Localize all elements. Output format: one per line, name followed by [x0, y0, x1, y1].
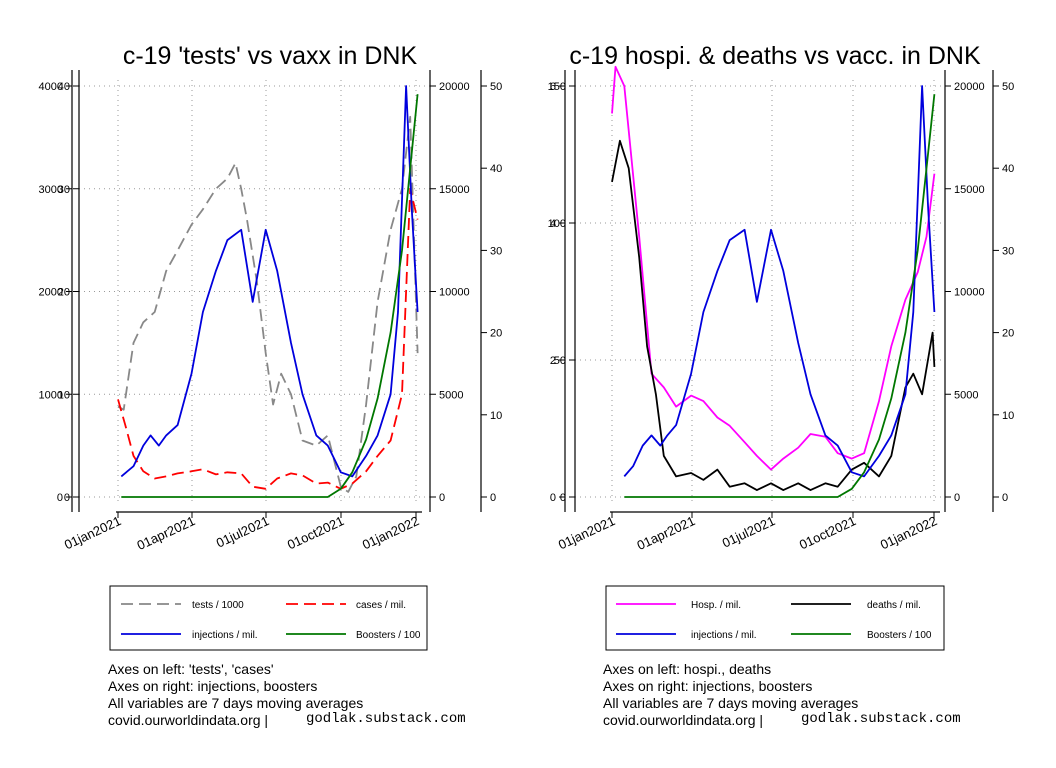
- legend-box: [109, 585, 428, 651]
- y-tick-label: 0: [57, 492, 63, 504]
- legend-box: [605, 585, 945, 651]
- note-right-axes-left: Axes on left: hospi., deaths: [603, 661, 771, 677]
- note-right-substack: godlak.substack.com: [801, 711, 961, 727]
- y-tick-label: 20: [58, 287, 70, 299]
- chart-title: c-19 hospi. & deaths vs vacc. in DNK: [569, 42, 981, 70]
- y-tick-label: 40: [1002, 163, 1014, 175]
- legend-label: injections / mil.: [691, 630, 757, 641]
- note-right-axes-right: Axes on right: injections, boosters: [603, 678, 812, 694]
- y-tick-label: 6: [550, 81, 556, 93]
- y-tick-label: 20: [490, 328, 502, 340]
- y-tick-label: 150: [548, 81, 566, 93]
- y-tick-label: 20000: [954, 81, 985, 93]
- y-tick-label: 40: [490, 163, 502, 175]
- x-tick-label: 01jan2022: [878, 513, 939, 552]
- y-tick-label: 100: [548, 218, 566, 230]
- y-tick-label: 10: [58, 389, 70, 401]
- y-tick-label: 10: [1002, 410, 1014, 422]
- x-tick-label: 01jan2021: [62, 513, 123, 552]
- y-tick-label: 20000: [439, 81, 470, 93]
- note-left-axes-right: Axes on right: injections, boosters: [108, 678, 317, 694]
- y-tick-label: 15000: [954, 184, 985, 196]
- legend-label: Boosters / 100: [867, 630, 932, 641]
- legend-label: injections / mil.: [192, 630, 258, 641]
- y-tick-label: 50: [1002, 81, 1014, 93]
- note-left-axes-left: Axes on left: 'tests', 'cases': [108, 661, 274, 677]
- y-tick-label: 30: [1002, 245, 1014, 257]
- chart-panel-hospi-deaths: c-19 hospi. & deaths vs vacc. in DNK 0 2 4 6…: [548, 42, 1014, 651]
- y-tick-label: 10: [490, 410, 502, 422]
- y-tick-label: 2: [550, 355, 556, 367]
- y-tick-label: 50: [490, 81, 502, 93]
- y-tick-label: 4: [550, 218, 556, 230]
- series-line-hosp-mil-: [611, 65, 936, 471]
- y-tick-label: 0: [64, 492, 70, 504]
- chart-title: c-19 'tests' vs vaxx in DNK: [123, 42, 418, 70]
- legend-label: tests / 1000: [192, 600, 244, 611]
- y-tick-label: 15000: [439, 184, 470, 196]
- x-tick-label: 01jul2021: [720, 513, 777, 550]
- note-right-source: covid.ourworldindata.org |: [603, 712, 763, 728]
- y-tick-label: 1000: [39, 389, 63, 401]
- y-tick-label: 0: [560, 492, 566, 504]
- x-tick-label: 01jan2022: [360, 513, 421, 552]
- y-tick-label: 20: [1002, 328, 1014, 340]
- y-tick-label: 5000: [954, 389, 978, 401]
- series-line-tests-1000: [117, 115, 419, 493]
- x-tick-label: 01apr2021: [635, 513, 698, 553]
- y-tick-label: 0: [1002, 492, 1008, 504]
- note-left-source: covid.ourworldindata.org |: [108, 712, 268, 728]
- y-tick-label: 0: [954, 492, 960, 504]
- x-tick-label: 01oct2021: [797, 513, 858, 552]
- legend-label: Boosters / 100: [356, 630, 421, 641]
- y-tick-label: 5000: [439, 389, 463, 401]
- y-tick-label: 0: [490, 492, 496, 504]
- y-tick-label: 50: [554, 355, 566, 367]
- y-tick-label: 2000: [39, 287, 63, 299]
- series-line-injections-mil-: [623, 85, 936, 478]
- x-tick-label: 01apr2021: [135, 513, 198, 553]
- y-tick-label: 30: [490, 245, 502, 257]
- x-tick-label: 01oct2021: [285, 513, 346, 552]
- x-tick-label: 01jul2021: [214, 513, 271, 550]
- x-tick-label: 01jan2021: [556, 513, 617, 552]
- note-right-moving-avg: All variables are 7 days moving averages: [603, 695, 858, 711]
- y-tick-label: 10000: [439, 287, 470, 299]
- chart-panel-tests-vaxx: c-19 'tests' vs vaxx in DNK0100020003000…: [39, 42, 502, 651]
- y-tick-label: 40: [58, 81, 70, 93]
- series-line-boosters-100: [624, 94, 936, 498]
- note-left-moving-avg: All variables are 7 days moving averages: [108, 695, 363, 711]
- y-tick-label: 4000: [39, 81, 63, 93]
- series-line-injections-mil-: [120, 85, 419, 478]
- y-tick-label: 30: [58, 184, 70, 196]
- series-line-deaths-mil-: [611, 139, 936, 492]
- y-tick-label: 3000: [39, 184, 63, 196]
- note-left-substack: godlak.substack.com: [306, 711, 466, 727]
- series-line-cases-mil-: [117, 187, 419, 490]
- y-tick-label: 0: [439, 492, 445, 504]
- legend-label: deaths / mil.: [867, 600, 921, 611]
- series-line-boosters-100: [121, 94, 419, 498]
- legend-label: cases / mil.: [356, 600, 406, 611]
- legend-label: Hosp. / mil.: [691, 600, 741, 611]
- y-tick-label: 0: [550, 492, 556, 504]
- y-tick-label: 10000: [954, 287, 985, 299]
